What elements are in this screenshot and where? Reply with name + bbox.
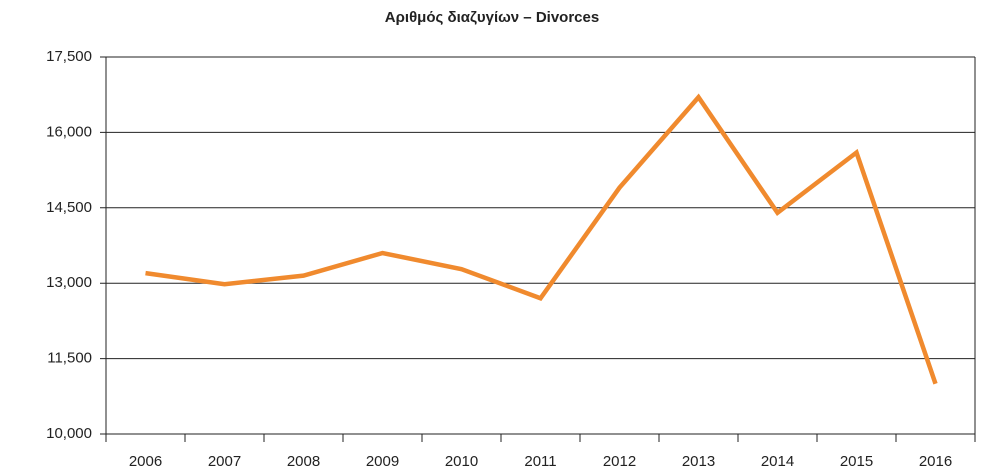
x-tick-label: 2016 (919, 453, 952, 470)
y-tick-label: 11,500 (47, 350, 92, 367)
x-tick-label: 2009 (366, 453, 399, 470)
y-tick-label: 10,000 (46, 425, 92, 442)
line-series (145, 93, 938, 385)
x-tick-label: 2012 (603, 453, 636, 470)
x-tick-label: 2015 (840, 453, 873, 470)
y-tick-label: 14,500 (46, 199, 92, 216)
x-tick-label: 2011 (524, 453, 556, 470)
y-tick-label: 16,000 (46, 123, 92, 140)
y-tick-label: 13,000 (46, 274, 92, 291)
chart-title: Αριθμός διαζυγίων – Divorces (385, 9, 599, 26)
x-tick-label: 2013 (682, 453, 715, 470)
x-tick-label: 2007 (208, 453, 241, 470)
x-tick-label: 2006 (129, 453, 162, 470)
x-tick-label: 2014 (761, 453, 794, 470)
x-tick-label: 2008 (287, 453, 320, 470)
x-tick-label: 2010 (445, 453, 478, 470)
y-tick-label: 17,500 (46, 48, 92, 65)
